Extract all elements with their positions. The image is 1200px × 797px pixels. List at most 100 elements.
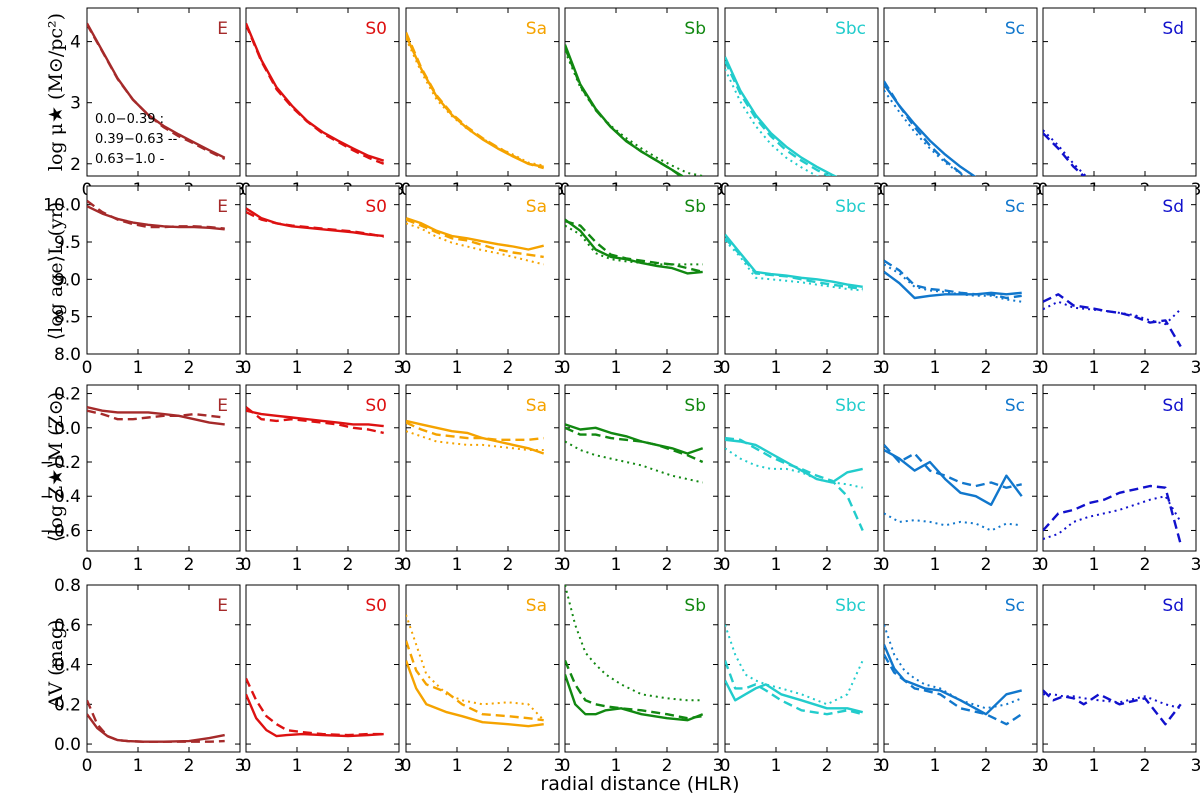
panel-Sd-row-3: 0 1 2 3 Sd: [1038, 384, 1200, 575]
y-tick-label: −0.2: [40, 453, 81, 473]
series-line-dashed: [246, 406, 384, 435]
y-tick-label: 0.2: [54, 385, 81, 405]
series-line-dashed: [884, 654, 1023, 726]
series-line-dotted: [1043, 495, 1182, 540]
hubble-type-label: Sd: [1162, 396, 1184, 416]
series-line-solid: [246, 409, 384, 428]
x-tick-label: 0: [1038, 358, 1049, 378]
y-tick-label: 0.0: [54, 419, 81, 439]
series-line-dashed: [87, 23, 226, 160]
series-line-dashed: [725, 237, 863, 291]
y-axis-labels: log μ★ (M⊙/pc²) ⟨log age⟩L (yr) ⟨log Z★⟩…: [45, 13, 67, 710]
x-tick-label: 2: [662, 555, 673, 575]
series-line-dashed: [406, 421, 544, 441]
panel-frame: [1042, 384, 1197, 552]
panel-S0-row-3: 0 1 2 3 S0: [241, 384, 405, 575]
hubble-type-label: Sbc: [835, 19, 866, 39]
legend-entry-1: 0.0−0.39 :: [95, 112, 164, 127]
y-tick-label: 0.0: [54, 735, 81, 755]
series-line-solid: [884, 270, 1022, 300]
x-tick-label: 3: [235, 358, 246, 378]
series-line-dashed: [725, 60, 832, 176]
series-line-dashed: [87, 699, 225, 743]
x-tick-label: 1: [1089, 358, 1100, 378]
ylabel-row-2: ⟨log age⟩L (yr): [45, 202, 67, 341]
hubble-type-label: Sb: [684, 396, 706, 416]
x-tick-label: 3: [235, 555, 246, 575]
x-tick-label: 3: [1191, 756, 1200, 776]
series-line-solid: [884, 644, 1022, 716]
x-tick-label: 3: [713, 756, 724, 776]
y-tick-label: 8.5: [54, 308, 81, 328]
series-line-solid: [87, 406, 225, 426]
hubble-type-label: S0: [365, 197, 387, 217]
series-line-dotted: [406, 222, 544, 266]
x-tick-label: 0: [241, 756, 252, 776]
x-tick-label: 3: [394, 555, 405, 575]
x-tick-label: 1: [1089, 756, 1100, 776]
panel-Sa-row-4: 0 1 2 3 Sa: [401, 584, 564, 776]
y-tick-label: 0.2: [54, 695, 81, 715]
series-line-solid: [406, 35, 544, 168]
hubble-type-label: Sb: [684, 19, 706, 39]
x-tick-label: 2: [343, 358, 354, 378]
series-line-dotted: [725, 624, 864, 706]
y-tick-label: 10.0: [43, 196, 81, 216]
series-line-solid: [406, 419, 545, 455]
x-tick-label: 1: [452, 756, 463, 776]
x-tick-label: 3: [554, 358, 565, 378]
x-tick-label: 1: [452, 358, 463, 378]
panel-frame: [245, 185, 400, 355]
series-line-dashed: [565, 426, 704, 464]
x-tick-label: 1: [611, 358, 622, 378]
x-tick-label: 1: [133, 358, 144, 378]
series-line-solid: [725, 56, 838, 176]
panel-E-row-4: 0 1 2 3 0.0 0.2 0.4 0.6 0.8 E: [54, 576, 245, 776]
x-tick-label: 2: [662, 756, 673, 776]
x-tick-label: 3: [394, 756, 405, 776]
series-line-solid: [884, 83, 977, 176]
series-line-dotted: [565, 224, 703, 266]
series-line-dashed: [1043, 484, 1182, 545]
hubble-type-label: Sb: [684, 197, 706, 217]
x-tick-label: 2: [343, 756, 354, 776]
x-tick-label: 1: [930, 358, 941, 378]
panel-Sa-row-3: 0 1 2 3 Sa: [401, 384, 564, 575]
series-line-dashed: [406, 218, 544, 259]
x-tick-label: 3: [1032, 756, 1043, 776]
legend-entry-2: 0.39−0.63 --: [95, 132, 178, 147]
x-tick-label: 1: [771, 756, 782, 776]
series-line-dotted: [884, 512, 1022, 532]
panel-frame: [245, 584, 400, 753]
x-tick-label: 3: [873, 756, 884, 776]
x-tick-label: 1: [771, 555, 782, 575]
y-tick-label: 8.0: [54, 345, 81, 365]
hubble-type-label: S0: [365, 396, 387, 416]
hubble-type-label: Sb: [684, 596, 706, 616]
hubble-type-label: Sbc: [835, 197, 866, 217]
panel-frame: [245, 384, 400, 552]
x-tick-label: 3: [873, 555, 884, 575]
x-tick-label: 1: [611, 555, 622, 575]
series-line-dotted: [1043, 300, 1182, 326]
y-tick-label: 2: [70, 155, 81, 175]
y-tick-label: 0.4: [54, 656, 81, 676]
panel-frame: [86, 7, 241, 177]
x-tick-label: 2: [343, 555, 354, 575]
panel-Sbc-row-4: 0 1 2 3 Sbc: [720, 584, 884, 776]
y-tick-label: 4: [70, 33, 81, 53]
x-tick-label: 0: [560, 358, 571, 378]
hubble-type-label: E: [217, 197, 228, 217]
panel-frame: [883, 185, 1038, 355]
hubble-type-label: Sa: [526, 396, 547, 416]
x-tick-label: 2: [1140, 358, 1151, 378]
series-line-solid: [246, 693, 384, 738]
x-tick-label: 3: [235, 756, 246, 776]
x-tick-label: 2: [503, 756, 514, 776]
series-line-dotted: [406, 430, 544, 451]
hubble-type-label: Sbc: [835, 596, 866, 616]
hubble-type-label: E: [217, 596, 228, 616]
